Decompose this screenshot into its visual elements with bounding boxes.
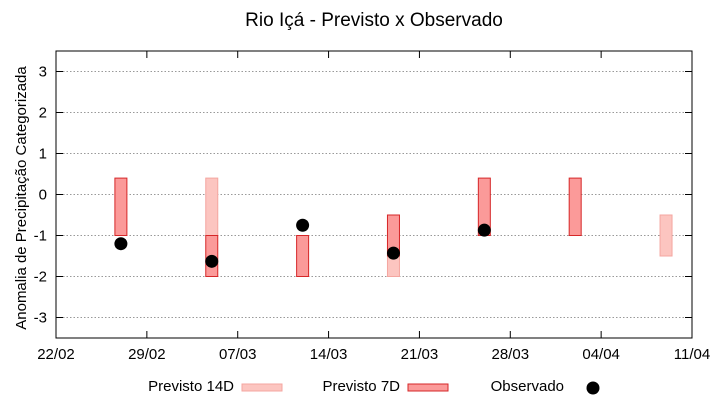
point-observado: [296, 218, 310, 232]
y-tick-label: -1: [34, 228, 47, 245]
y-axis-label: Anomalia de Precipitação Categorizada: [13, 66, 30, 330]
y-tick-label: 2: [39, 105, 47, 122]
y-tick-label: 3: [39, 64, 47, 81]
point-observado: [114, 237, 128, 251]
y-tick-label: -2: [34, 269, 47, 286]
legend-swatch: [241, 383, 283, 392]
bar-previsto-7d: [114, 177, 128, 237]
series-observado: [114, 218, 491, 268]
x-tick-label: 14/03: [310, 346, 348, 363]
chart-title: Rio Içá - Previsto x Observado: [245, 10, 503, 31]
point-observado: [205, 254, 219, 268]
x-tick-labels: 22/02 29/02 07/03 14/03 21/03 28/03 04/04 11/04: [37, 346, 710, 363]
x-tick-label: 04/04: [582, 346, 620, 363]
y-tick-label: -3: [34, 310, 47, 327]
x-tick-label: 07/03: [219, 346, 257, 363]
bar-previsto-14d: [205, 177, 219, 237]
bar-previsto-14d: [659, 214, 673, 257]
x-tick-label: 29/02: [128, 346, 166, 363]
y-tick-label: 1: [39, 146, 47, 163]
y-tick-labels: -3 -2 -1 0 1 2 3: [34, 64, 47, 327]
x-tick-label: 11/04: [674, 346, 710, 363]
x-tick-label: 21/03: [401, 346, 439, 363]
bar-previsto-7d: [568, 177, 582, 237]
series-previsto-7d: [114, 177, 582, 277]
x-tick-label: 22/02: [37, 346, 75, 363]
legend-swatch: [586, 381, 600, 395]
axis-ticks: [55, 51, 693, 338]
point-observado: [386, 246, 400, 260]
grid-lines: [56, 71, 692, 318]
x-tick-label: 28/03: [492, 346, 530, 363]
legend-label: Previsto 7D: [322, 378, 400, 395]
legend-label: Previsto 14D: [148, 378, 234, 395]
bar-previsto-7d: [296, 235, 310, 277]
y-tick-label: 0: [39, 187, 47, 204]
legend: Previsto 14D Previsto 7D Observado: [148, 378, 600, 395]
point-observado: [477, 223, 491, 237]
series-previsto-14d: [205, 177, 673, 277]
legend-swatch: [407, 383, 449, 392]
legend-label: Observado: [491, 378, 564, 395]
